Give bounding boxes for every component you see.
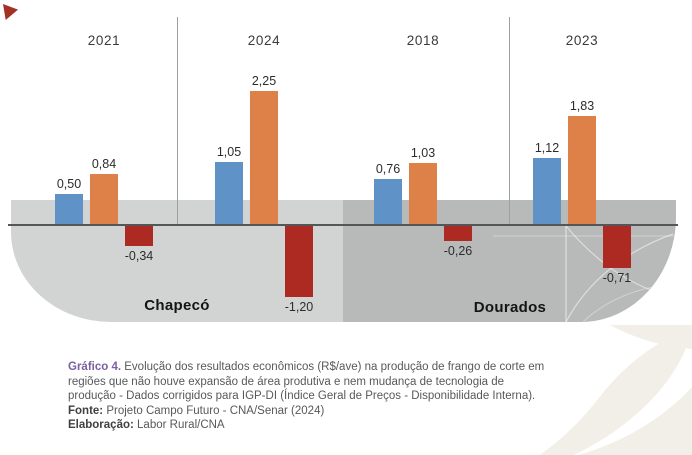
region-label-dourados: Dourados: [473, 299, 547, 316]
bar-blue: [374, 179, 402, 224]
elaboration-label: Elaboração:: [68, 419, 134, 432]
bar-value-label: 1,05: [216, 145, 242, 159]
bar-red: [125, 226, 153, 246]
bar-red: [285, 226, 313, 297]
caption-description: Gráfico 4. Evolução dos resultados econô…: [68, 360, 550, 404]
year-divider-left: [177, 17, 178, 224]
bar-value-label: 0,76: [375, 162, 401, 176]
caption-elaboration: Elaboração: Labor Rural/CNA: [68, 418, 550, 433]
bar-orange: [409, 163, 437, 224]
bar-orange: [250, 91, 278, 224]
bar-value-label: -1,20: [284, 300, 314, 314]
bar-orange: [90, 174, 118, 224]
caption-body: Evolução dos resultados econômicos (R$/a…: [68, 361, 545, 403]
bar-red: [603, 226, 631, 268]
bar-blue: [215, 162, 243, 224]
source-label: Fonte:: [68, 404, 104, 417]
bar-value-label: 2,25: [251, 74, 277, 88]
year-label: 2024: [247, 33, 281, 48]
elaboration-value: Labor Rural/CNA: [137, 419, 225, 432]
bar-value-label: 0,84: [91, 157, 117, 171]
region-label-chapeco: Chapecó: [144, 297, 210, 314]
bar-blue: [533, 158, 561, 224]
figure-caption: Gráfico 4. Evolução dos resultados econô…: [68, 360, 550, 433]
source-value: Projeto Campo Futuro - CNA/Senar (2024): [106, 404, 325, 417]
bar-value-label: -0,71: [602, 271, 632, 285]
bar-red: [444, 226, 472, 241]
caption-source: Fonte: Projeto Campo Futuro - CNA/Senar …: [68, 404, 550, 419]
bar-value-label: -0,26: [443, 244, 473, 258]
bar-value-label: 1,12: [534, 141, 560, 155]
year-label: 2018: [406, 33, 440, 48]
bar-value-label: -0,34: [124, 249, 154, 263]
year-label: 2023: [565, 33, 599, 48]
bar-value-label: 1,03: [410, 146, 436, 160]
year-label: 2021: [87, 33, 121, 48]
leaf-watermark-lines: [493, 225, 676, 322]
bar-orange: [568, 116, 596, 224]
zero-axis-line: [8, 224, 678, 226]
bar-value-label: 1,83: [569, 99, 595, 113]
year-divider-right: [509, 17, 510, 224]
bar-value-label: 0,50: [56, 177, 82, 191]
bar-blue: [55, 194, 83, 224]
caption-title: Gráfico 4.: [68, 361, 122, 373]
